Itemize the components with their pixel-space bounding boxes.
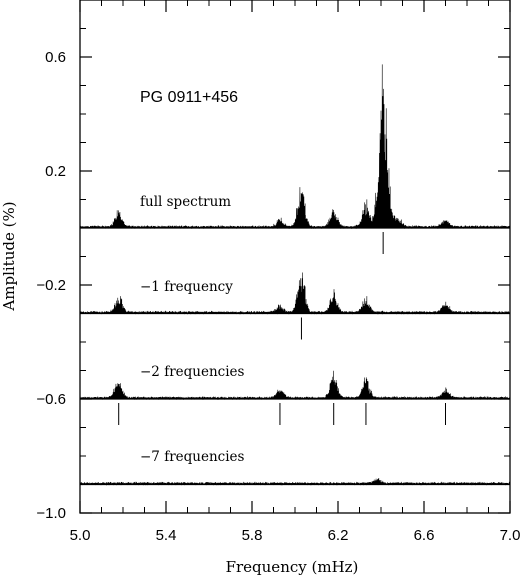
series-label-minus1: −1 frequency bbox=[140, 279, 233, 295]
x-tick-label: 5.0 bbox=[70, 527, 91, 544]
y-tick-label: −1.0 bbox=[36, 505, 66, 522]
plot-frame bbox=[79, 0, 511, 514]
frequency-markers bbox=[118, 232, 446, 425]
spectrum-trace bbox=[79, 478, 511, 486]
x-tick-label: 7.0 bbox=[500, 527, 521, 544]
x-axis-ticks: 5.0 5.4 5.8 6.2 6.6 7.0 bbox=[70, 0, 521, 544]
x-tick-label: 5.4 bbox=[156, 527, 177, 544]
y-tick-label: −0.2 bbox=[36, 277, 66, 294]
x-tick-label: 6.2 bbox=[328, 527, 349, 544]
y-tick-label: −0.6 bbox=[36, 391, 66, 408]
series-label-full-spectrum: full spectrum bbox=[140, 194, 231, 210]
y-axis-ticks: 0.6 0.2 −0.2 −0.6 −1.0 bbox=[36, 0, 510, 522]
chart-title: PG 0911+456 bbox=[140, 89, 238, 106]
y-tick-label: 0.6 bbox=[45, 49, 66, 66]
y-axis-label: Amplitude (%) bbox=[0, 201, 18, 311]
series-label-minus2: −2 frequencies bbox=[140, 364, 245, 380]
series-label-minus7: −7 frequencies bbox=[140, 449, 245, 465]
x-tick-label: 6.6 bbox=[414, 527, 435, 544]
x-tick-label: 5.8 bbox=[242, 527, 263, 544]
y-tick-label: 0.2 bbox=[45, 163, 66, 180]
spectra bbox=[79, 64, 511, 486]
x-axis-label: Frequency (mHz) bbox=[226, 558, 359, 576]
